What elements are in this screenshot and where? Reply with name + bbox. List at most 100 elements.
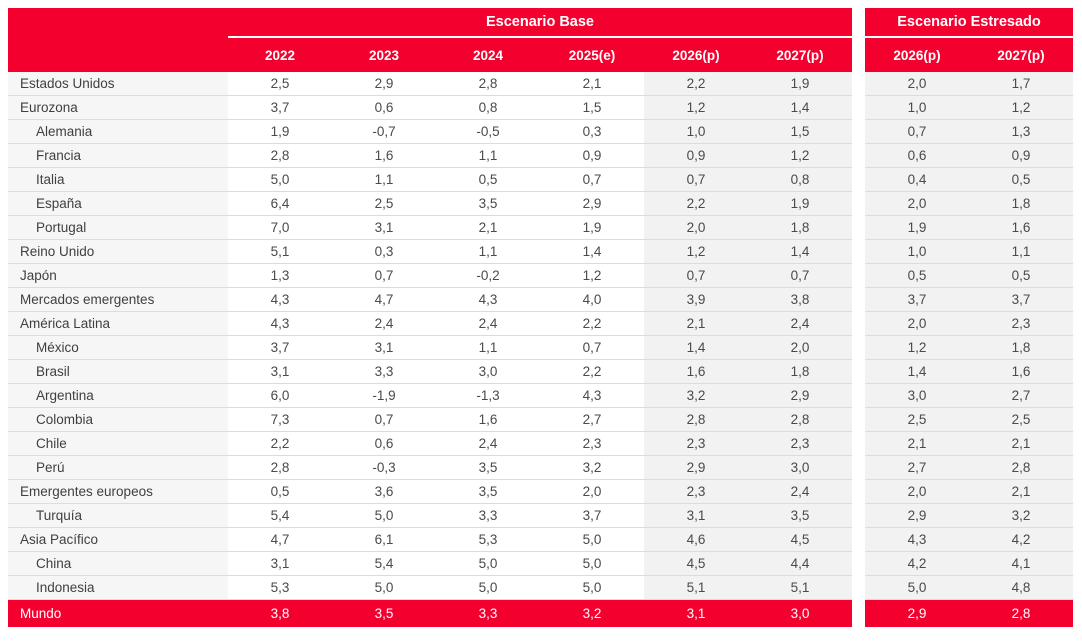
table-row: Argentina 6,0 -1,9 -1,3 4,3 3,2 2,9 3,0 2,7	[8, 384, 1073, 408]
table-row: Italia 5,0 1,1 0,5 0,7 0,7 0,8 0,4 0,5	[8, 168, 1073, 192]
value-cell: 2,9	[540, 192, 644, 216]
value-cell: 2,3	[644, 480, 748, 504]
value-cell: 1,1	[436, 336, 540, 360]
value-cell: 1,6	[332, 144, 436, 168]
year-column-header: 2025(e)	[568, 47, 616, 63]
value-cell: 2,0	[865, 192, 969, 216]
year-header-row: 2022 2023 2024 2025(e) 2026(p) 2027(p) 2…	[8, 38, 1073, 72]
value-cell: 3,7	[228, 336, 332, 360]
value-cell: 2,5	[332, 192, 436, 216]
value-cell: 0,5	[228, 480, 332, 504]
table-row: Emergentes europeos 0,5 3,6 3,5 2,0 2,3 2,4 2,0…	[8, 480, 1073, 504]
row-label: Argentina	[8, 384, 228, 408]
scenario-header-row: Escenario Base Escenario Estresado	[8, 8, 1073, 38]
value-cell: 3,0	[865, 384, 969, 408]
value-cell: 5,1	[748, 576, 852, 600]
row-label: Asia Pacífico	[8, 528, 228, 552]
table-row: Chile 2,2 0,6 2,4 2,3 2,3 2,3 2,1 2,1	[8, 432, 1073, 456]
value-cell: 2,2	[540, 312, 644, 336]
row-label: Perú	[8, 456, 228, 480]
base-scenario-header: Escenario Base	[8, 8, 852, 38]
value-cell: 0,5	[969, 168, 1073, 192]
table-row: Asia Pacífico 4,7 6,1 5,3 5,0 4,6 4,5 4,3 4,2	[8, 528, 1073, 552]
value-cell: 1,1	[436, 144, 540, 168]
value-cell: 1,1	[969, 240, 1073, 264]
value-cell: 2,9	[644, 456, 748, 480]
table-body: Estados Unidos 2,5 2,9 2,8 2,1 2,2 1,9 2,0 1,7 Eu…	[8, 72, 1073, 627]
value-cell: 3,3	[332, 360, 436, 384]
value-cell: 2,3	[969, 312, 1073, 336]
value-cell: 5,0	[332, 504, 436, 528]
value-cell: 2,0	[748, 336, 852, 360]
total-row: Mundo 3,8 3,5 3,3 3,2 3,1 3,0 2,9 2,8	[8, 600, 1073, 627]
row-label: Estados Unidos	[8, 72, 228, 96]
value-cell: 4,2	[969, 528, 1073, 552]
value-cell: 2,3	[748, 432, 852, 456]
table-row: Portugal 7,0 3,1 2,1 1,9 2,0 1,8 1,9 1,6	[8, 216, 1073, 240]
value-cell: 1,3	[969, 120, 1073, 144]
year-column-header: 2024	[472, 47, 504, 63]
value-cell: 3,1	[644, 600, 748, 627]
value-cell: 5,3	[228, 576, 332, 600]
column-gap	[852, 384, 865, 408]
value-cell: 0,8	[436, 96, 540, 120]
value-cell: 2,3	[540, 432, 644, 456]
table-row: España 6,4 2,5 3,5 2,9 2,2 1,9 2,0 1,8	[8, 192, 1073, 216]
value-cell: 1,2	[644, 240, 748, 264]
table-row: Perú 2,8 -0,3 3,5 3,2 2,9 3,0 2,7 2,8	[8, 456, 1073, 480]
value-cell: -0,5	[436, 120, 540, 144]
value-cell: 3,9	[644, 288, 748, 312]
value-cell: 3,8	[228, 600, 332, 627]
value-cell: 1,1	[332, 168, 436, 192]
value-cell: 3,2	[969, 504, 1073, 528]
value-cell: 5,0	[332, 576, 436, 600]
value-cell: 2,4	[436, 312, 540, 336]
row-label: América Latina	[8, 312, 228, 336]
value-cell: 0,5	[865, 264, 969, 288]
value-cell: 0,6	[865, 144, 969, 168]
value-cell: 2,9	[865, 504, 969, 528]
row-label: Francia	[8, 144, 228, 168]
row-label: Mundo	[8, 600, 228, 627]
row-label: Portugal	[8, 216, 228, 240]
value-cell: 5,0	[228, 168, 332, 192]
value-cell: 3,1	[228, 552, 332, 576]
value-cell: 5,0	[540, 576, 644, 600]
header-corner	[8, 8, 228, 38]
year-column-header: 2026(p)	[893, 47, 941, 63]
column-gap	[852, 336, 865, 360]
value-cell: 2,1	[969, 432, 1073, 456]
value-cell: -1,9	[332, 384, 436, 408]
value-cell: 1,9	[865, 216, 969, 240]
table-row: Mercados emergentes 4,3 4,7 4,3 4,0 3,9 3,8 3,7…	[8, 288, 1073, 312]
value-cell: 5,0	[436, 576, 540, 600]
table-row: Alemania 1,9 -0,7 -0,5 0,3 1,0 1,5 0,7 1,3	[8, 120, 1073, 144]
value-cell: 1,8	[748, 216, 852, 240]
value-cell: 3,1	[228, 360, 332, 384]
value-cell: 4,3	[540, 384, 644, 408]
value-cell: 1,4	[644, 336, 748, 360]
value-cell: 0,3	[540, 120, 644, 144]
value-cell: 0,7	[332, 264, 436, 288]
table-row: China 3,1 5,4 5,0 5,0 4,5 4,4 4,2 4,1	[8, 552, 1073, 576]
column-gap	[852, 168, 865, 192]
value-cell: 0,7	[748, 264, 852, 288]
value-cell: 0,7	[644, 264, 748, 288]
row-label: España	[8, 192, 228, 216]
value-cell: -0,3	[332, 456, 436, 480]
column-gap	[852, 504, 865, 528]
value-cell: 3,6	[332, 480, 436, 504]
value-cell: 3,5	[436, 192, 540, 216]
value-cell: 0,3	[332, 240, 436, 264]
table-row: Colombia 7,3 0,7 1,6 2,7 2,8 2,8 2,5 2,5	[8, 408, 1073, 432]
base-scenario-title: Escenario Base	[228, 8, 852, 38]
value-cell: 4,0	[540, 288, 644, 312]
value-cell: 2,0	[865, 72, 969, 96]
row-label: Brasil	[8, 360, 228, 384]
column-gap	[852, 144, 865, 168]
value-cell: 3,2	[540, 456, 644, 480]
value-cell: 1,5	[540, 96, 644, 120]
table-row: Reino Unido 5,1 0,3 1,1 1,4 1,2 1,4 1,0 1,1	[8, 240, 1073, 264]
column-gap	[852, 264, 865, 288]
row-label: Emergentes europeos	[8, 480, 228, 504]
